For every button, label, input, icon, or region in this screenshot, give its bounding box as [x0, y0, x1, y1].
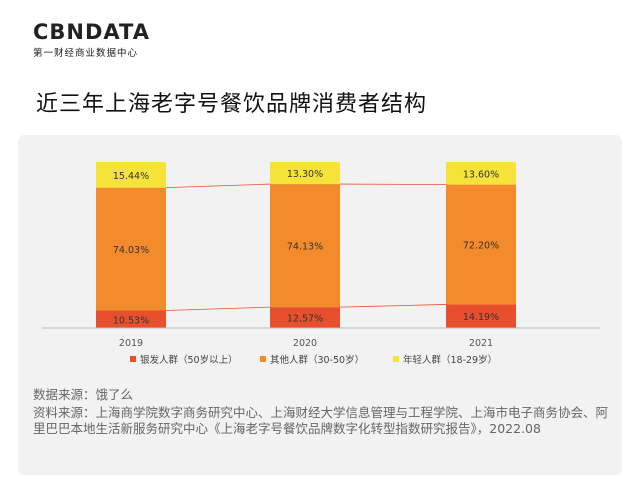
- bar-segment-2019-3: [96, 162, 166, 188]
- bar-segment-2019-1: [96, 310, 166, 328]
- data-label: 12.57%: [287, 314, 323, 325]
- legend-swatch: [260, 356, 266, 362]
- logo-text: CBNDATA: [33, 20, 150, 44]
- legend-label: 年轻人群（18-29岁）: [403, 354, 497, 366]
- brand-logo: CBNDATA 第一财经商业数据中心: [33, 20, 150, 59]
- page-title: 近三年上海老字号餐饮品牌消费者结构: [36, 92, 428, 117]
- legend-label: 其他人群（30-50岁）: [270, 354, 364, 366]
- logo-subtitle: 第一财经商业数据中心: [33, 48, 139, 59]
- legend-swatch: [130, 356, 136, 362]
- bar-segment-2021-1: [446, 304, 516, 328]
- data-label: 15.44%: [113, 171, 149, 182]
- data-label: 74.13%: [287, 242, 323, 253]
- data-label: 10.53%: [113, 315, 149, 326]
- bar-segment-2020-1: [270, 307, 340, 328]
- data-label: 74.03%: [113, 245, 149, 256]
- bar-segment-2021-2: [446, 184, 516, 305]
- bar-segment-2021-3: [446, 162, 516, 185]
- x-tick-label: 2021: [469, 338, 493, 349]
- bar-segment-2020-2: [270, 184, 340, 308]
- connector-line: [165, 306, 271, 311]
- connector-line: [165, 183, 271, 189]
- legend-label: 银发人群（50岁以上）: [140, 354, 238, 366]
- legend-swatch: [393, 356, 399, 362]
- data-label: 13.30%: [287, 169, 323, 180]
- data-label: 14.19%: [463, 312, 499, 323]
- bar-segment-2020-3: [270, 162, 340, 185]
- data-source: 数据来源：饿了么: [33, 387, 134, 402]
- connector-line: [339, 183, 447, 185]
- x-tick-label: 2020: [293, 338, 317, 349]
- reference-source: 资料来源：上海商学院数字商务研究中心、上海财经大学信息管理与工程学院、上海市电子…: [33, 405, 609, 436]
- data-label: 72.20%: [463, 241, 499, 252]
- notes: 数据来源：饿了么 资料来源：上海商学院数字商务研究中心、上海财经大学信息管理与工…: [33, 386, 608, 437]
- bar-segment-2019-2: [96, 187, 166, 311]
- connector-line: [339, 304, 447, 308]
- x-tick-label: 2019: [119, 338, 143, 349]
- data-label: 13.60%: [463, 169, 499, 180]
